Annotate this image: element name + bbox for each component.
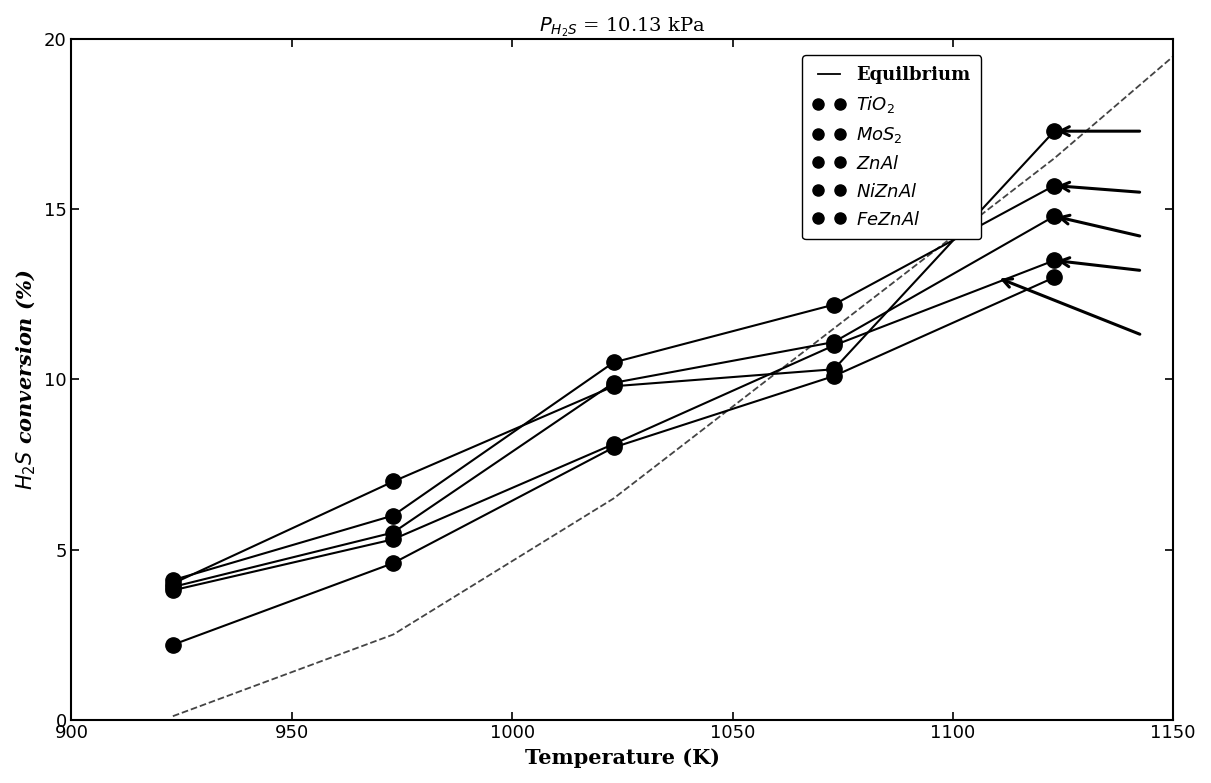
- X-axis label: Temperature (K): Temperature (K): [524, 748, 719, 768]
- Y-axis label: $H_2S$ conversion (%): $H_2S$ conversion (%): [15, 269, 39, 490]
- Legend: Equilbrium, $TiO_2$, $MoS_2$, $ZnAl$, $NiZnAl$, $FeZnAl$: Equilbrium, $TiO_2$, $MoS_2$, $ZnAl$, $N…: [802, 55, 981, 240]
- Title: $P_{H_2S}$ = 10.13 kPa: $P_{H_2S}$ = 10.13 kPa: [539, 15, 706, 38]
